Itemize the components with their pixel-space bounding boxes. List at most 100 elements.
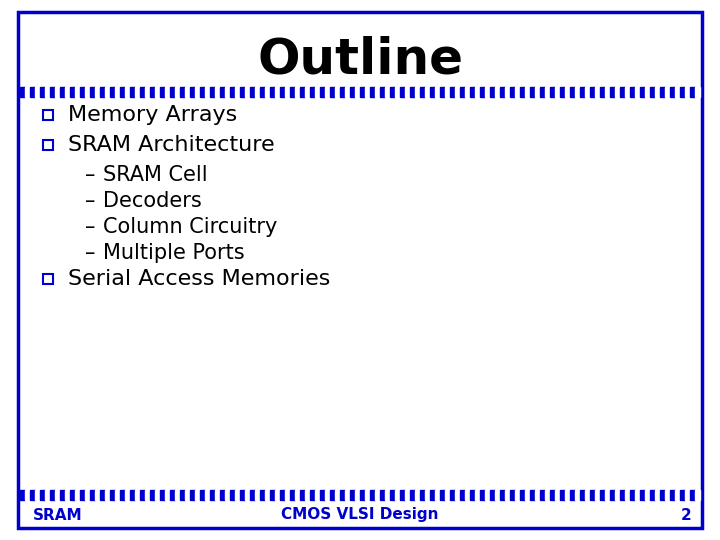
Bar bbox=[40, 87, 45, 97]
Bar bbox=[525, 490, 530, 500]
Bar bbox=[420, 490, 425, 500]
Bar bbox=[295, 490, 300, 500]
Bar bbox=[20, 87, 25, 97]
Bar bbox=[325, 87, 330, 97]
Text: SRAM Architecture: SRAM Architecture bbox=[68, 135, 274, 155]
Bar bbox=[540, 490, 545, 500]
Bar bbox=[210, 490, 215, 500]
Bar bbox=[635, 490, 640, 500]
Bar bbox=[605, 490, 610, 500]
Bar bbox=[280, 490, 285, 500]
Text: CMOS VLSI Design: CMOS VLSI Design bbox=[282, 508, 438, 523]
Bar bbox=[170, 87, 175, 97]
Bar bbox=[30, 87, 35, 97]
Bar bbox=[305, 87, 310, 97]
Bar bbox=[40, 490, 45, 500]
Bar bbox=[515, 490, 520, 500]
Bar bbox=[80, 490, 85, 500]
Bar bbox=[450, 490, 455, 500]
Bar bbox=[575, 87, 580, 97]
Bar bbox=[375, 490, 380, 500]
Bar bbox=[75, 490, 80, 500]
Bar bbox=[550, 490, 555, 500]
Text: –: – bbox=[85, 191, 95, 211]
Bar bbox=[275, 490, 280, 500]
Bar bbox=[255, 490, 260, 500]
Bar bbox=[215, 490, 220, 500]
Bar bbox=[290, 87, 295, 97]
Bar bbox=[225, 87, 230, 97]
Bar bbox=[435, 490, 440, 500]
Bar bbox=[45, 87, 50, 97]
Bar bbox=[105, 87, 110, 97]
Bar bbox=[375, 87, 380, 97]
Bar bbox=[355, 87, 360, 97]
Text: SRAM Cell: SRAM Cell bbox=[103, 165, 207, 185]
Bar bbox=[695, 490, 700, 500]
Bar bbox=[350, 490, 355, 500]
Bar bbox=[45, 490, 50, 500]
Bar bbox=[365, 87, 370, 97]
Bar bbox=[555, 87, 560, 97]
Bar bbox=[345, 490, 350, 500]
Text: –: – bbox=[85, 243, 95, 263]
Bar bbox=[55, 87, 60, 97]
Bar bbox=[70, 490, 75, 500]
Bar bbox=[90, 490, 95, 500]
Bar bbox=[395, 87, 400, 97]
Bar bbox=[425, 87, 430, 97]
Bar bbox=[470, 87, 475, 97]
Bar bbox=[220, 87, 225, 97]
Bar bbox=[105, 490, 110, 500]
Text: Outline: Outline bbox=[257, 36, 463, 84]
Bar bbox=[235, 490, 240, 500]
Bar bbox=[250, 87, 255, 97]
Bar bbox=[605, 87, 610, 97]
Bar bbox=[85, 490, 90, 500]
Bar bbox=[125, 87, 130, 97]
Bar bbox=[335, 87, 340, 97]
Bar bbox=[550, 87, 555, 97]
Bar bbox=[230, 87, 235, 97]
Bar bbox=[120, 490, 125, 500]
Bar bbox=[580, 87, 585, 97]
Bar bbox=[390, 87, 395, 97]
Bar bbox=[660, 490, 665, 500]
Bar bbox=[160, 87, 165, 97]
Bar bbox=[115, 490, 120, 500]
Bar bbox=[440, 87, 445, 97]
Bar bbox=[510, 87, 515, 97]
Bar bbox=[475, 490, 480, 500]
Bar bbox=[625, 87, 630, 97]
Bar bbox=[115, 87, 120, 97]
Bar bbox=[130, 87, 135, 97]
Bar bbox=[465, 87, 470, 97]
Bar bbox=[430, 87, 435, 97]
Bar bbox=[400, 490, 405, 500]
Bar bbox=[43, 110, 53, 120]
Bar bbox=[445, 490, 450, 500]
Bar bbox=[65, 87, 70, 97]
Bar bbox=[410, 490, 415, 500]
Bar bbox=[195, 490, 200, 500]
Bar bbox=[240, 490, 245, 500]
Text: Memory Arrays: Memory Arrays bbox=[68, 105, 238, 125]
Bar bbox=[240, 87, 245, 97]
Bar bbox=[345, 87, 350, 97]
Bar bbox=[675, 87, 680, 97]
Bar bbox=[185, 490, 190, 500]
Bar bbox=[145, 490, 150, 500]
Bar bbox=[315, 490, 320, 500]
Bar bbox=[205, 490, 210, 500]
Bar bbox=[640, 490, 645, 500]
Bar bbox=[25, 490, 30, 500]
Bar bbox=[260, 490, 265, 500]
Bar bbox=[200, 87, 205, 97]
Bar bbox=[680, 87, 685, 97]
Bar bbox=[255, 87, 260, 97]
Bar bbox=[460, 490, 465, 500]
Bar bbox=[380, 490, 385, 500]
Bar bbox=[625, 490, 630, 500]
Bar bbox=[610, 490, 615, 500]
Bar bbox=[645, 87, 650, 97]
